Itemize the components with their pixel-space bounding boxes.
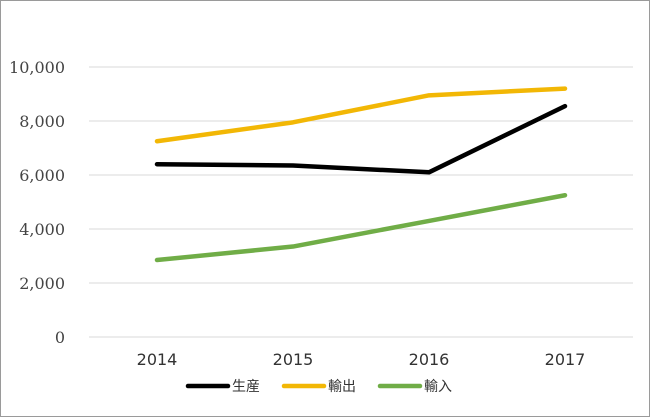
legend-label: 輸出: [328, 379, 356, 395]
legend: 生産 輸出 輸入: [185, 379, 452, 395]
series-line-0: [154, 103, 568, 175]
y-tick-label: 10,000: [9, 58, 65, 77]
series-line-2: [154, 193, 568, 263]
series-lines: [154, 86, 568, 263]
y-tick-label: 8,000: [19, 112, 65, 131]
x-tick-label: 2017: [545, 350, 586, 369]
x-axis-ticks: 2014 2015 2016 2017: [137, 350, 586, 369]
x-tick-label: 2016: [409, 350, 450, 369]
grid-lines: [89, 66, 633, 338]
y-tick-label: 6,000: [19, 166, 65, 185]
legend-label: 輸入: [424, 379, 452, 395]
series-line-1: [154, 86, 568, 144]
y-tick-label: 4,000: [19, 220, 65, 239]
legend-label: 生産: [232, 379, 260, 395]
y-axis-ticks: 0 2,000 4,000 6,000 8,000 10,000: [9, 58, 65, 347]
y-tick-label: 2,000: [19, 274, 65, 293]
x-tick-label: 2014: [137, 350, 178, 369]
x-tick-label: 2015: [273, 350, 314, 369]
y-tick-label: 0: [55, 328, 65, 347]
